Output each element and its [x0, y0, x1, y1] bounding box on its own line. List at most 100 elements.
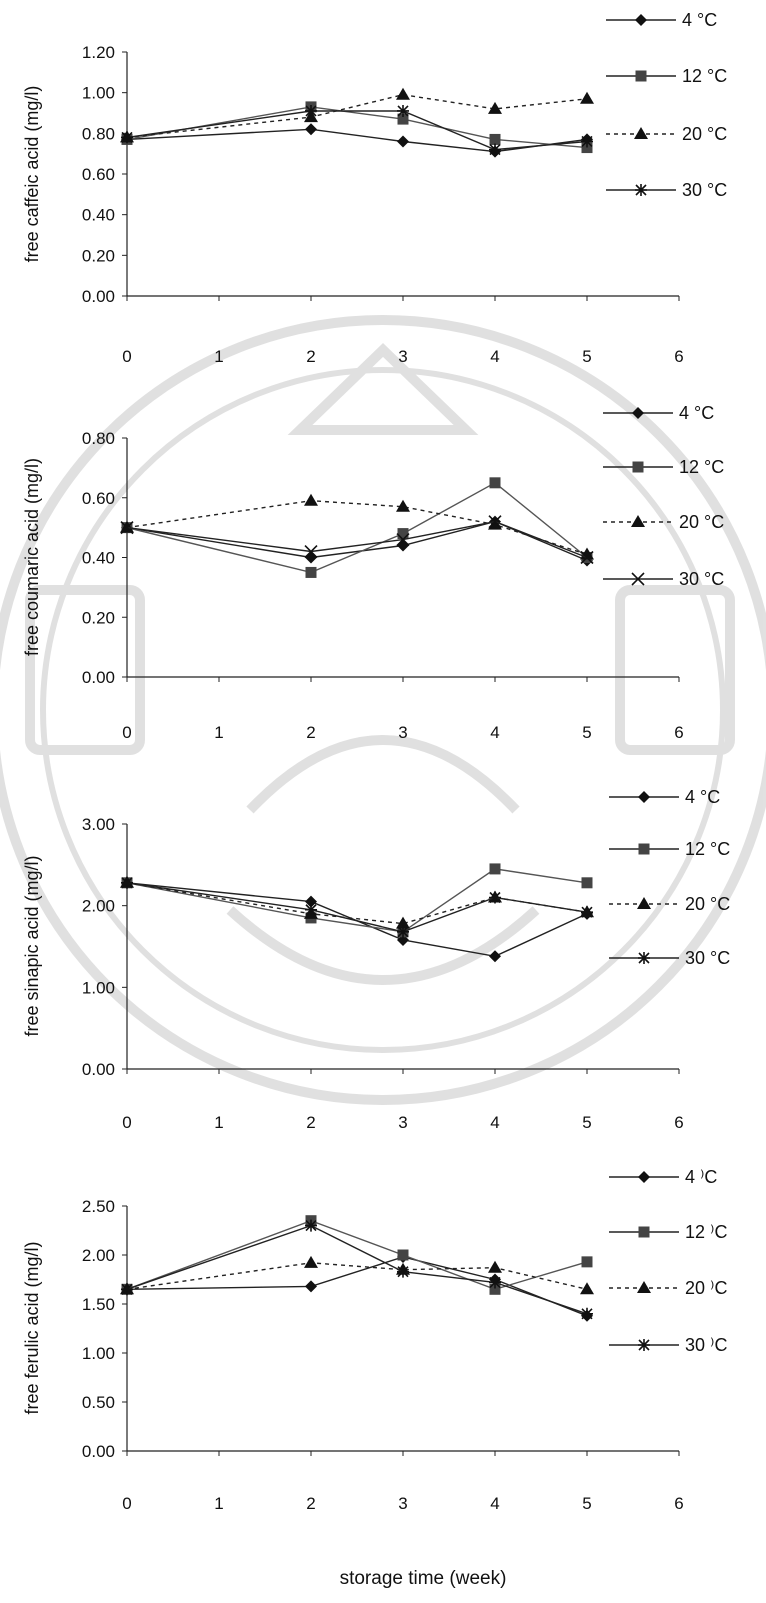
data-point [397, 1265, 409, 1278]
data-point [305, 104, 317, 117]
data-point [121, 876, 133, 889]
legend-marker [631, 515, 645, 527]
data-point [580, 550, 594, 565]
x-tick-label: 4 [490, 1494, 499, 1513]
data-point [304, 1255, 318, 1268]
data-point [581, 1256, 593, 1268]
data-point [397, 539, 409, 552]
x-tick-label: 5 [582, 723, 591, 742]
x-tick-label: 1 [214, 1494, 223, 1513]
data-point [397, 113, 409, 125]
legend-marker [638, 952, 650, 964]
legend-label: 12 ⁾C [685, 1222, 727, 1242]
legend-label: 12 °C [682, 66, 727, 86]
x-tick-label: 2 [306, 1113, 315, 1132]
y-axis-label: free sinapic acid (mg/l) [22, 855, 42, 1036]
y-tick-label: 0.60 [82, 489, 115, 508]
data-point [581, 1307, 593, 1320]
legend-label: 20 ⁾C [685, 1278, 727, 1298]
chart-2: 0.00 0.20 0.40 0.60 0.80 0 1 2 3 4 5 6 free coumaric… [22, 403, 724, 742]
y-axis-label: free caffeic acid (mg/l) [22, 86, 42, 263]
data-point [121, 1283, 133, 1296]
x-tick-label: 5 [582, 1494, 591, 1513]
chart-3: 0.00 1.00 2.00 3.00 0 1 2 3 4 5 6 free sinapic acid… [22, 787, 730, 1132]
legend-marker [638, 791, 650, 803]
x-tick-label: 6 [674, 347, 683, 366]
y-tick-label: 1.00 [82, 978, 115, 997]
x-tick-label: 3 [398, 723, 407, 742]
data-point [489, 1283, 501, 1295]
data-point [397, 528, 409, 540]
legend-marker [631, 572, 645, 586]
data-point [396, 916, 410, 929]
y-tick-label: 1.50 [82, 1295, 115, 1314]
y-tick-label: 0.20 [82, 246, 115, 265]
y-tick-label: 0.40 [82, 549, 115, 568]
series-line [126, 868, 588, 933]
y-tick-label: 2.00 [82, 897, 115, 916]
data-point [305, 895, 317, 908]
legend-marker [638, 1226, 650, 1238]
data-point [581, 906, 593, 919]
x-tick-label: 3 [398, 347, 407, 366]
x-tick-label: 4 [490, 1113, 499, 1132]
y-tick-label: 0.80 [82, 124, 115, 143]
x-tick-label: 1 [214, 347, 223, 366]
y-tick-label: 2.50 [82, 1197, 115, 1216]
data-point [305, 551, 317, 564]
legend-label: 4 °C [685, 787, 720, 807]
series-line [126, 520, 588, 562]
y-tick-label: 0.00 [82, 287, 115, 306]
data-point [488, 515, 502, 529]
data-point [581, 142, 593, 154]
data-point [488, 101, 502, 114]
legend-label: 20 °C [679, 512, 724, 532]
y-axis-label: free coumaric acid (mg/l) [22, 458, 42, 656]
data-point [489, 1276, 501, 1289]
y-axis-label: free ferulic acid (mg/l) [22, 1241, 42, 1414]
data-point [489, 950, 501, 963]
x-tick-label: 3 [398, 1494, 407, 1513]
y-tick-label: 3.00 [82, 815, 115, 834]
data-point [305, 123, 317, 136]
y-tick-label: 2.00 [82, 1246, 115, 1265]
series-line [126, 882, 588, 925]
legend-label: 12 °C [685, 839, 730, 859]
x-tick-label: 1 [214, 723, 223, 742]
legend-marker [635, 14, 647, 26]
legend-marker [635, 184, 647, 196]
data-point [489, 477, 501, 489]
x-axis-label: storage time (week) [340, 1568, 507, 1589]
data-point [305, 903, 317, 916]
x-tick-label: 1 [214, 1113, 223, 1132]
y-tick-label: 0.00 [82, 1060, 115, 1079]
x-tick-label: 0 [122, 1113, 131, 1132]
data-point [120, 521, 134, 535]
legend-label: 4 ⁾C [685, 1167, 717, 1187]
legend-label: 30 °C [685, 948, 730, 968]
data-point [489, 891, 501, 904]
data-point [304, 493, 318, 506]
data-point [304, 544, 318, 559]
data-point [305, 1280, 317, 1293]
series-line [126, 499, 588, 556]
y-tick-label: 1.00 [82, 84, 115, 103]
x-tick-label: 0 [122, 347, 131, 366]
x-tick-label: 6 [674, 723, 683, 742]
data-point [397, 925, 409, 938]
legend-label: 4 °C [679, 403, 714, 423]
y-tick-label: 0.60 [82, 165, 115, 184]
x-tick-label: 2 [306, 347, 315, 366]
data-point [396, 87, 410, 100]
series-line [126, 1262, 588, 1290]
y-tick-label: 0.20 [82, 608, 115, 627]
y-tick-label: 0.00 [82, 668, 115, 687]
y-tick-label: 0.00 [82, 1442, 115, 1461]
legend-label: 20 °C [682, 124, 727, 144]
x-tick-label: 4 [490, 347, 499, 366]
series-line [126, 481, 588, 574]
legend-marker [635, 70, 647, 82]
data-point [489, 133, 501, 145]
x-tick-label: 5 [582, 1113, 591, 1132]
legend-marker [638, 1339, 650, 1351]
